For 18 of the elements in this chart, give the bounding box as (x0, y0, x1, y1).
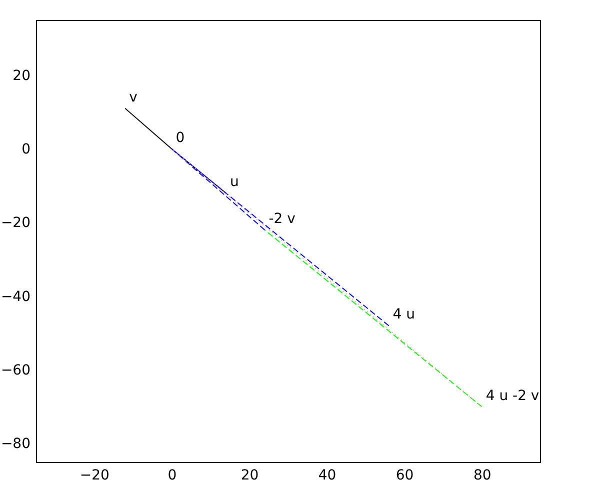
annotation: 4 u (392, 306, 416, 323)
x-tick-label: 20 (240, 468, 259, 484)
y-tick-label: −20 (0, 215, 30, 232)
y-tick-label: 20 (12, 68, 30, 84)
x-tick-label: −20 (80, 468, 110, 484)
annotation: v (129, 89, 138, 106)
x-tick-label: 60 (396, 468, 414, 484)
x-tick-label: 40 (318, 468, 336, 484)
annotation: 4 u -2 v (486, 388, 540, 404)
annotation: u (230, 174, 239, 190)
annotation: 0 (176, 130, 185, 146)
annotation: -2 v (268, 210, 296, 227)
x-tick-label: 0 (168, 468, 177, 484)
y-tick-label: −40 (0, 288, 30, 305)
y-tick-label: −60 (0, 362, 30, 378)
x-tick-label: 80 (473, 468, 492, 484)
y-tick-label: 0 (22, 141, 30, 158)
y-tick-label: −80 (0, 436, 30, 452)
